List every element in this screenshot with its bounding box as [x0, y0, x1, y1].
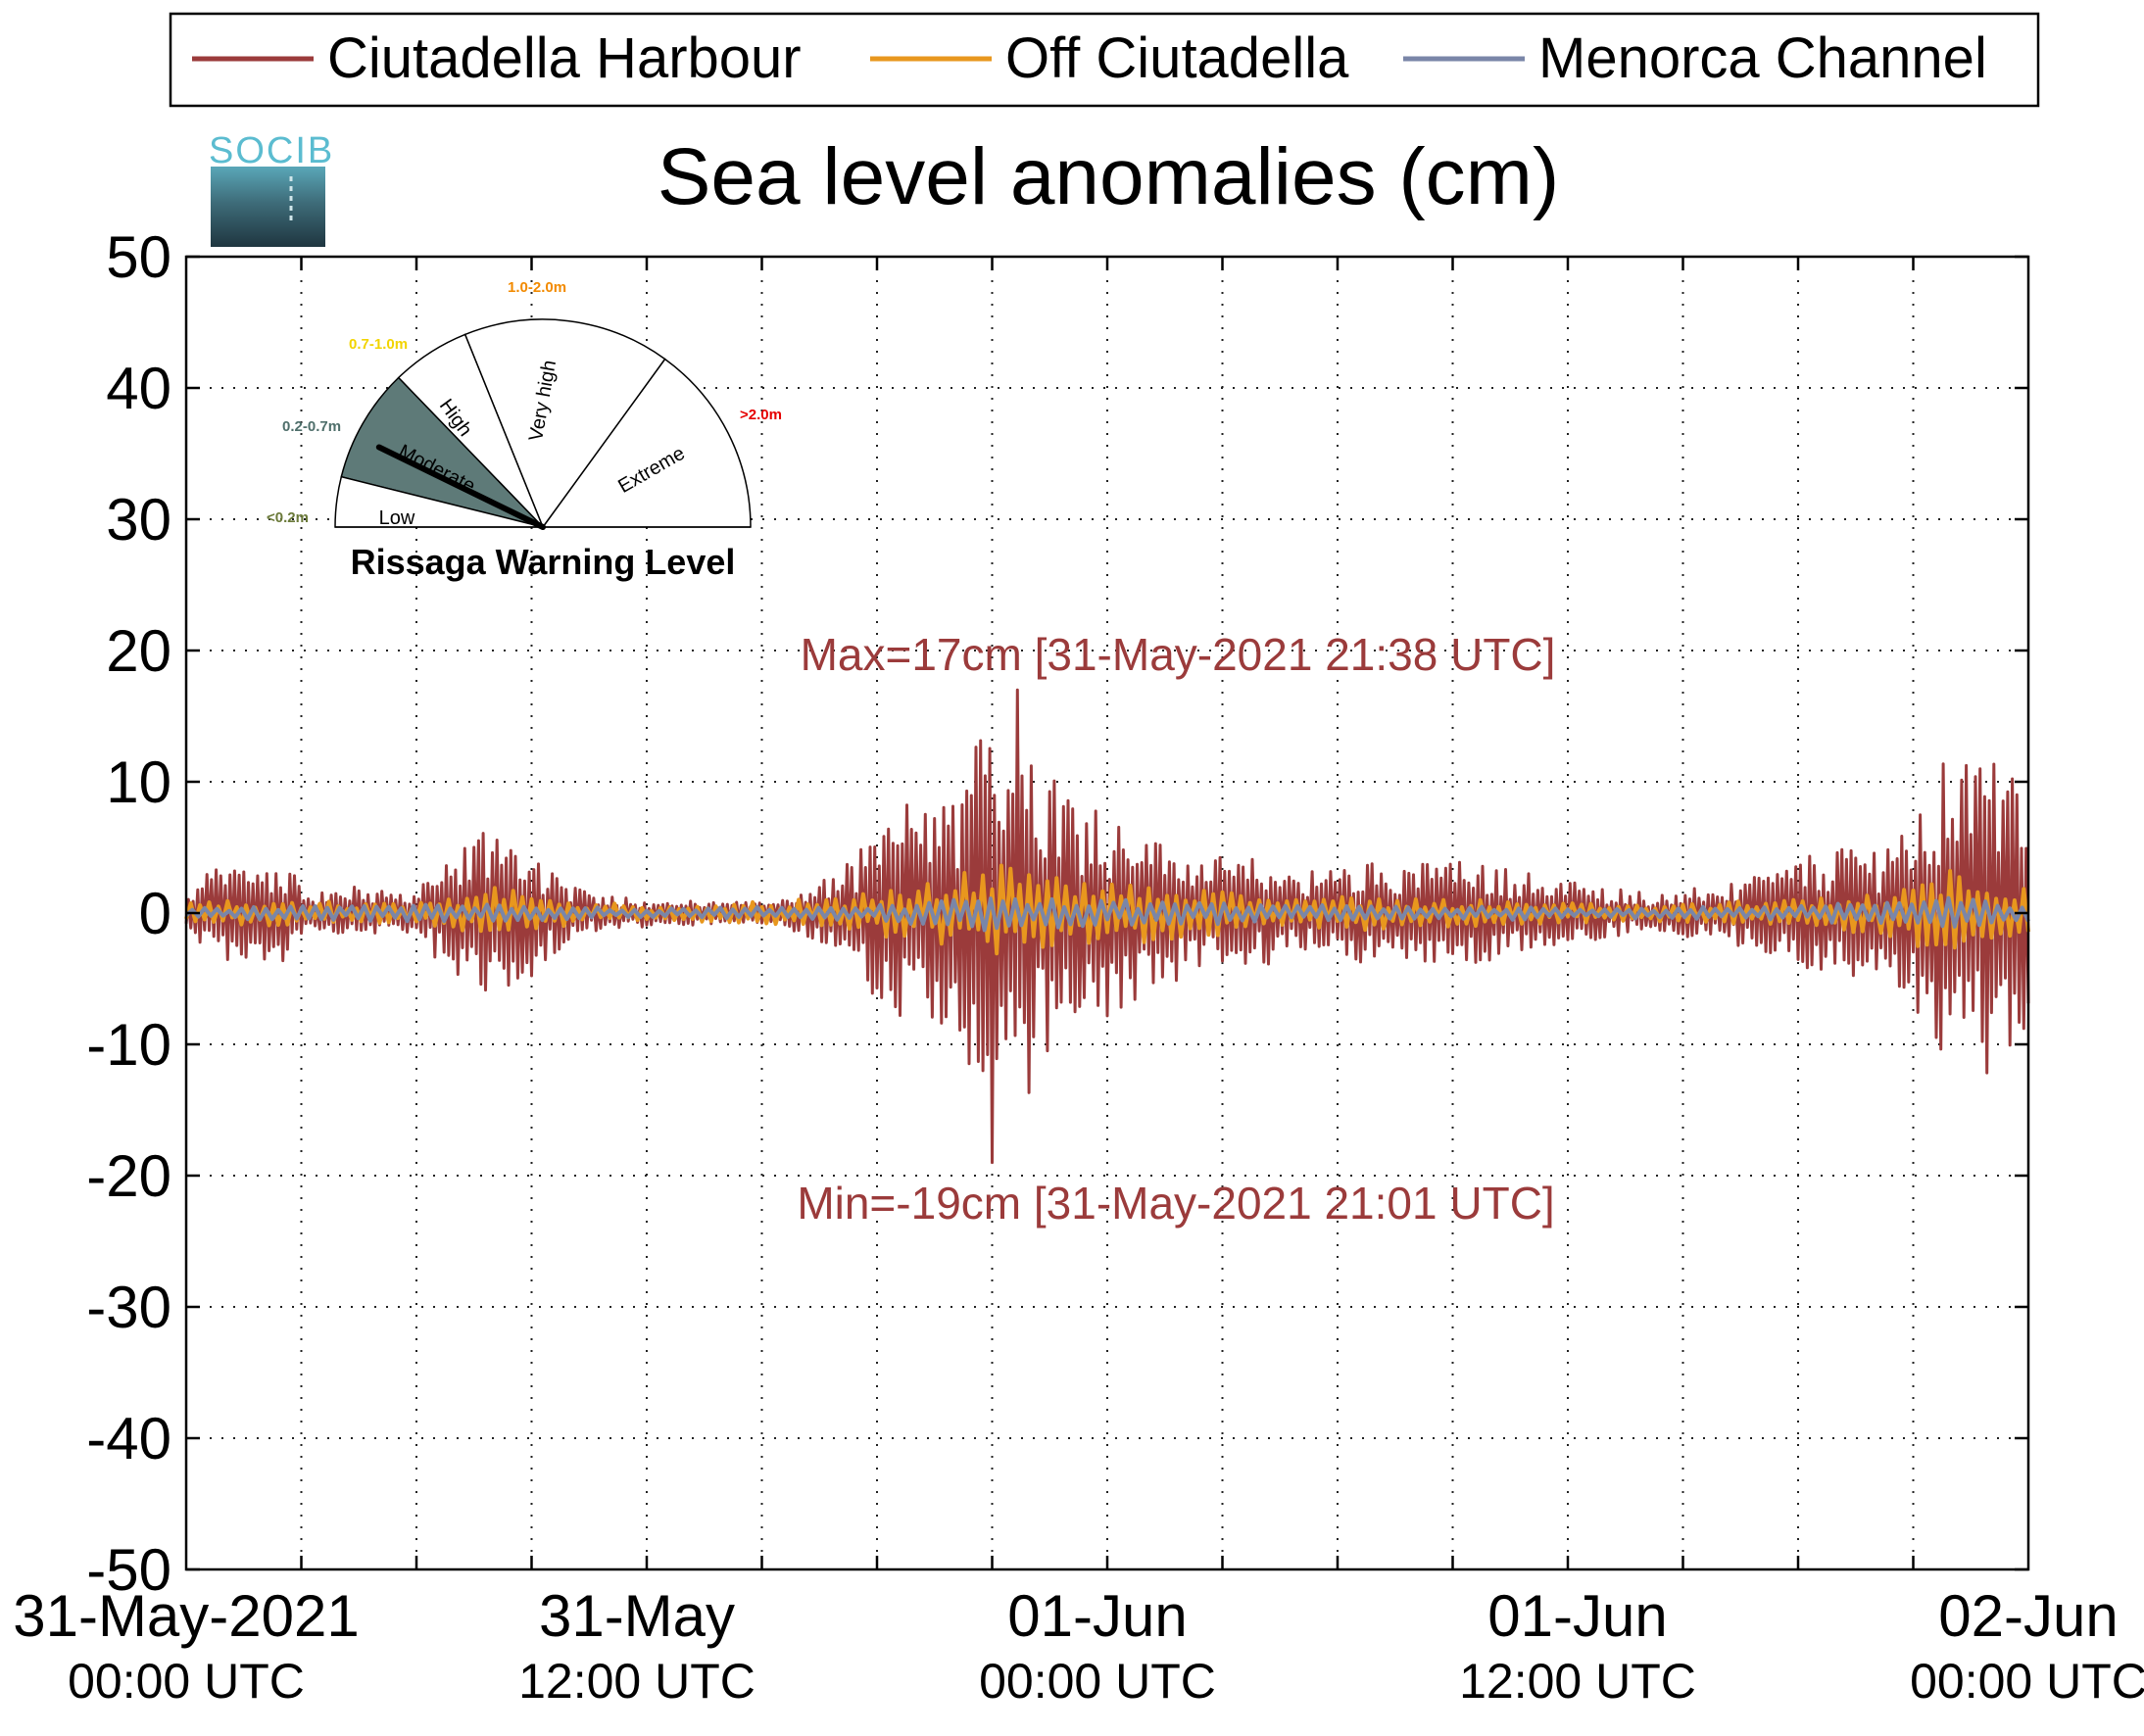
series-lines	[184, 688, 2030, 1165]
gauge-sector-moderate	[340, 376, 546, 529]
y-tick-label: -20	[86, 1143, 171, 1209]
gauge-title: Rissaga Warning Level	[351, 542, 736, 582]
x-tick-label-time: 12:00 UTC	[518, 1654, 755, 1709]
y-tick-label: 10	[106, 749, 171, 815]
x-tick-label: 01-Jun	[1007, 1583, 1187, 1649]
y-tick-label: 50	[106, 224, 171, 290]
y-tick-label: 40	[106, 356, 171, 421]
gauge-range-low: <0.2m	[267, 509, 309, 526]
y-tick-label: 0	[139, 881, 171, 946]
plot-frame	[184, 255, 2030, 1571]
gauge-needle	[375, 444, 546, 530]
legend-label-menorca-channel: Menorca Channel	[1538, 26, 1987, 90]
y-tick-label: 20	[106, 618, 171, 684]
y-tick-label: -50	[86, 1537, 171, 1603]
x-tick-label: 01-Jun	[1487, 1583, 1667, 1649]
gauge-sectors	[334, 318, 752, 530]
y-tick-label: -10	[86, 1012, 171, 1078]
x-tick-label-time: 12:00 UTC	[1459, 1654, 1696, 1709]
y-tick-label: -30	[86, 1275, 171, 1340]
y-tick-label: -40	[86, 1406, 171, 1471]
gauge-sector-extreme	[541, 358, 752, 528]
socib-logo: SOCIB	[209, 130, 334, 247]
axis-ticks: 50403020100-10-20-30-40-5031-May-202100:…	[13, 224, 2144, 1709]
x-tick-label-time: 00:00 UTC	[1910, 1654, 2144, 1709]
y-tick-label: 30	[106, 487, 171, 553]
legend-frame	[169, 12, 2040, 108]
min-annotation: Min=-19cm [31-May-2021 21:01 UTC]	[797, 1178, 1554, 1229]
gauge-range-moderate: 0.2-0.7m	[282, 418, 341, 435]
legend: Ciutadella Harbour Off Ciutadella Menorc…	[169, 12, 2040, 108]
legend-label-off-ciutadella: Off Ciutadella	[1005, 26, 1349, 90]
x-tick-label-time: 00:00 UTC	[979, 1654, 1216, 1709]
x-tick-label: 31-May-2021	[13, 1583, 360, 1649]
gauge-sector-low-label: Low	[379, 507, 415, 529]
gauge-sector-very-high	[463, 318, 666, 529]
x-tick-label: 02-Jun	[1938, 1583, 2118, 1649]
rissaga-warning-gauge: Low Moderate High Very high Extreme <0.2…	[267, 279, 782, 582]
gauge-range-very-high: 1.0-2.0m	[508, 279, 566, 296]
gauge-range-extreme: >2.0m	[740, 407, 782, 423]
gauge-range-high: 0.7-1.0m	[349, 336, 408, 353]
x-tick-label-time: 00:00 UTC	[68, 1654, 305, 1709]
max-annotation: Max=17cm [31-May-2021 21:38 UTC]	[801, 629, 1556, 680]
legend-label-ciutadella-harbour: Ciutadella Harbour	[327, 26, 802, 90]
series-line-menorca-channel	[184, 895, 2030, 933]
logo-mark	[211, 167, 325, 247]
logo-text: SOCIB	[209, 130, 334, 171]
chart-title: Sea level anomalies (cm)	[658, 132, 1560, 221]
series-line-off-ciutadella	[184, 863, 2030, 956]
x-tick-label: 31-May	[539, 1583, 735, 1649]
